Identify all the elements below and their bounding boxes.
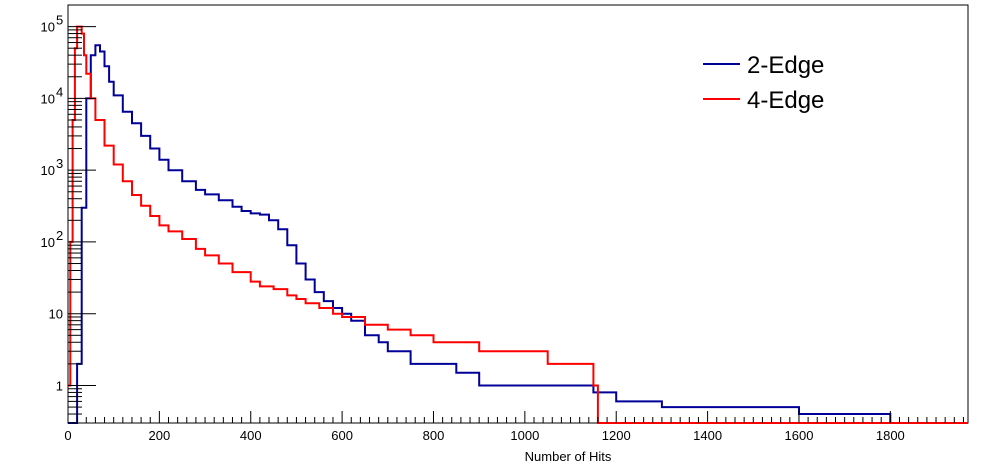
y-tick-exponent: 4	[56, 84, 63, 99]
y-tick-exponent: 5	[56, 13, 63, 28]
series-line-0	[68, 44, 968, 424]
y-tick-label: 10	[49, 307, 63, 322]
x-tick-label: 400	[240, 428, 262, 443]
x-axis-label: Number of Hits	[525, 449, 612, 464]
plot-frame	[67, 4, 969, 424]
legend-label-0: 2-Edge	[747, 52, 824, 79]
series-layer	[68, 25, 968, 424]
y-tick-exponent: 3	[56, 156, 63, 171]
x-axis: 0 200 400 600 800 1000 1200 1400 1600 1800	[64, 411, 964, 443]
legend-label-1: 4-Edge	[747, 87, 824, 114]
y-tick-exponent: 2	[56, 228, 63, 243]
x-tick-label: 800	[423, 428, 445, 443]
x-tick-label: 1400	[693, 428, 722, 443]
y-tick-label: 10	[41, 91, 55, 106]
y-tick-label: 10	[41, 235, 55, 250]
x-tick-label: 1000	[510, 428, 539, 443]
legend: 2-Edge 4-Edge	[703, 52, 824, 114]
x-tick-label: 200	[149, 428, 171, 443]
y-tick-label: 10	[41, 163, 55, 178]
x-tick-label: 1800	[876, 428, 905, 443]
y-tick-label: 1	[56, 378, 63, 393]
x-tick-label: 600	[331, 428, 353, 443]
series-line-1	[68, 25, 968, 424]
x-tick-label: 0	[64, 428, 71, 443]
x-tick-label: 1200	[602, 428, 631, 443]
x-tick-label: 1600	[785, 428, 814, 443]
y-tick-label: 10	[41, 20, 55, 35]
